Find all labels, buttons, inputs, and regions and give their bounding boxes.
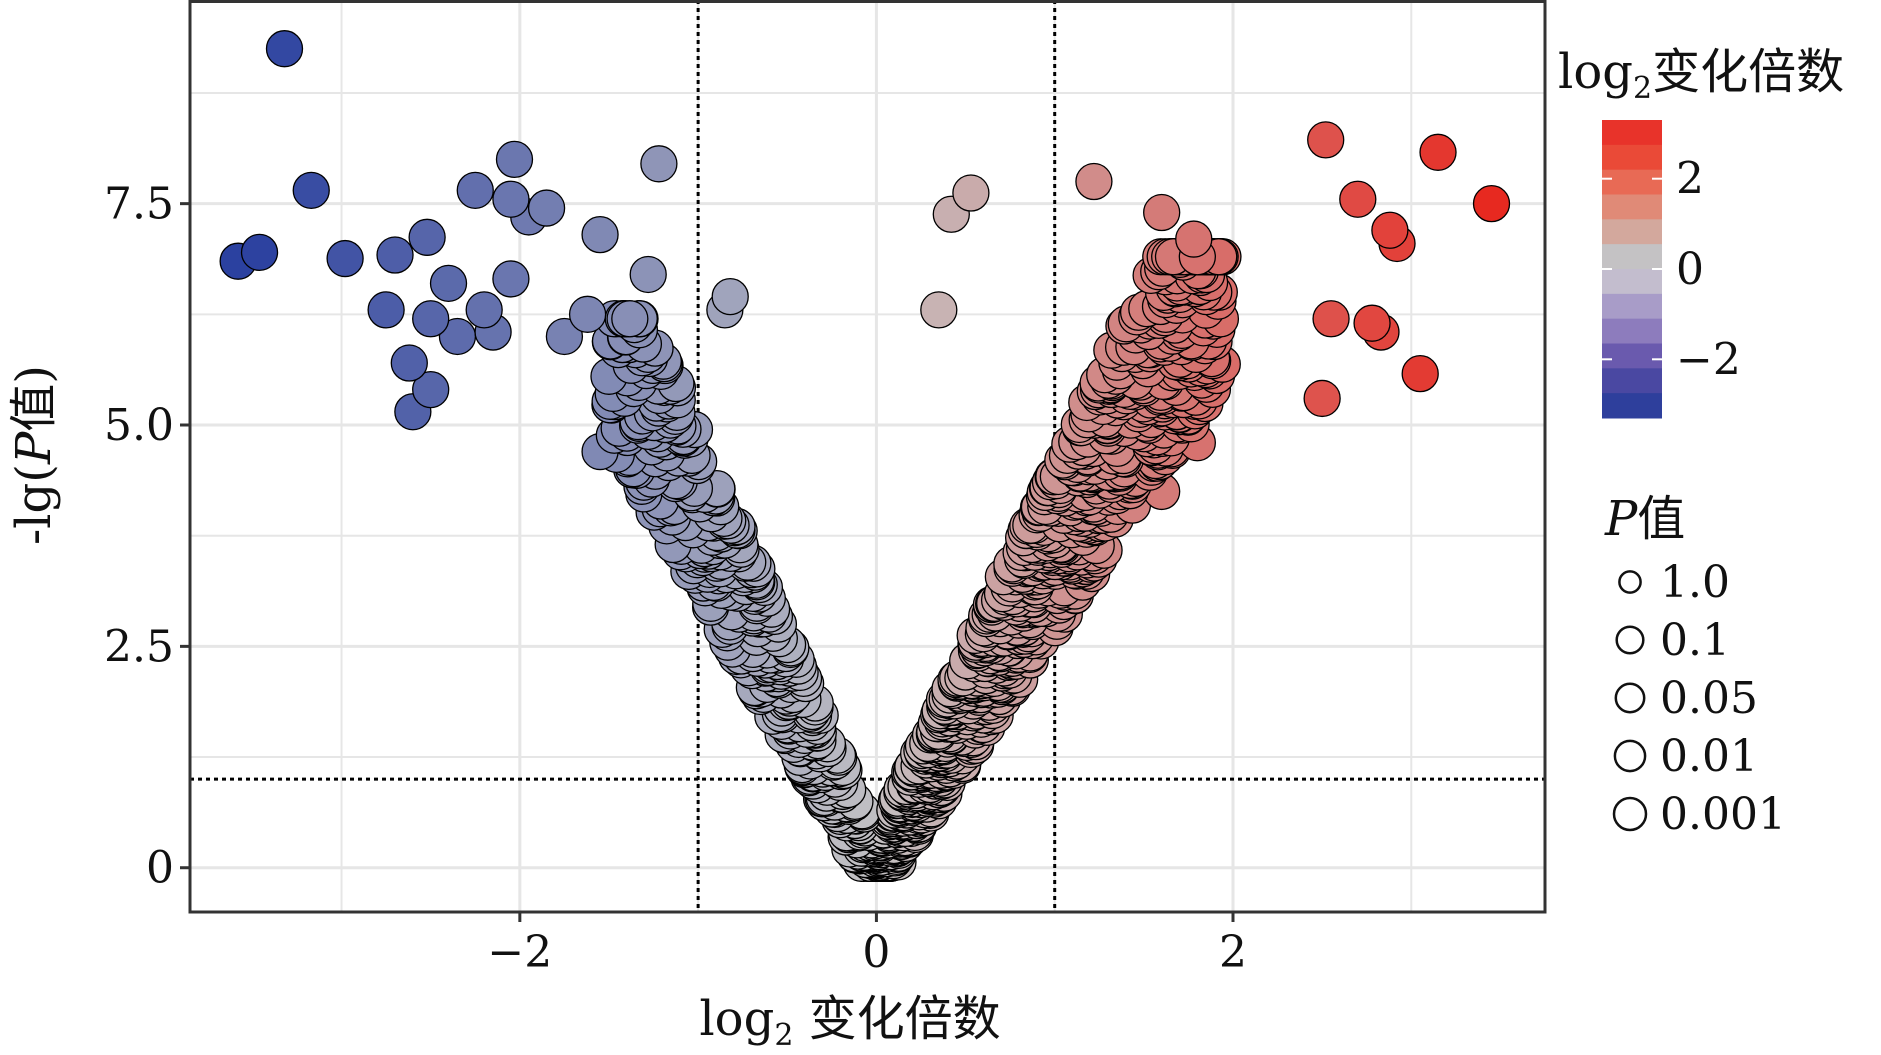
y-tick-label: 7.5: [104, 179, 174, 230]
data-point: [465, 291, 503, 329]
data-point: [920, 291, 958, 329]
color-bar-step: [1602, 293, 1662, 320]
y-tick-label: 2.5: [104, 621, 174, 672]
size-legend-symbol: [1618, 570, 1642, 594]
size-legend-label: 0.01: [1660, 731, 1758, 782]
data-point: [1175, 220, 1213, 258]
data-point: [492, 180, 530, 218]
color-bar: [1602, 120, 1662, 419]
data-point: [629, 255, 667, 294]
data-point: [240, 233, 279, 271]
data-point: [1303, 379, 1341, 418]
color-legend-title-rest: 变化倍数: [1652, 44, 1844, 100]
data-point: [640, 145, 678, 183]
size-legend-symbol: [1614, 682, 1646, 714]
color-legend-title: log2变化倍数: [1558, 44, 1844, 106]
x-axis: −2 0 2: [487, 912, 1247, 978]
color-bar-step: [1602, 343, 1662, 369]
y-axis-title-italic: P: [6, 431, 62, 465]
color-bar-step: [1602, 120, 1662, 146]
size-legend-symbol: [1615, 625, 1645, 655]
color-bar-step: [1602, 318, 1662, 344]
data-point: [1307, 121, 1345, 159]
data-point: [495, 140, 534, 179]
size-legend-title: P值: [1604, 491, 1685, 547]
color-bar-step: [1602, 194, 1662, 220]
x-axis-title: log2 变化倍数: [699, 991, 1000, 1053]
data-point: [1075, 162, 1113, 201]
data-point: [412, 370, 450, 409]
y-axis-title-prefix: -lg(: [6, 464, 62, 545]
data-point: [292, 171, 330, 210]
data-point: [429, 264, 468, 302]
data-point: [326, 239, 364, 278]
data-point: [1371, 211, 1409, 249]
color-bar-tick-label: 0: [1676, 244, 1704, 295]
color-bar-step: [1602, 144, 1662, 171]
y-axis-title-suffix: 值): [6, 365, 62, 432]
color-bar-step: [1602, 368, 1662, 394]
data-point: [1143, 193, 1181, 232]
data-point: [265, 30, 304, 68]
data-point: [412, 300, 450, 338]
size-legend-title-italic: P: [1604, 491, 1638, 547]
y-tick-label: 5.0: [104, 400, 174, 451]
data-point: [711, 277, 749, 316]
data-point: [581, 215, 619, 254]
size-legend-label: 0.05: [1660, 673, 1758, 724]
data-point: [1353, 304, 1391, 342]
data-point: [1312, 300, 1350, 338]
data-point: [545, 317, 584, 356]
data-point: [492, 260, 530, 298]
color-legend-title-main: log: [1558, 44, 1633, 100]
x-axis-title-rest: 变化倍数: [793, 991, 1000, 1047]
data-point: [611, 300, 649, 338]
y-tick-label: 0: [146, 843, 174, 894]
data-point: [408, 218, 446, 256]
x-tick-label: −2: [487, 927, 552, 978]
size-legend-symbol: [1612, 796, 1648, 832]
size-legend-label: 1.0: [1660, 557, 1730, 608]
color-bar-ticks: 2 0 −2: [1602, 154, 1741, 385]
data-point: [952, 174, 990, 212]
data-point: [1339, 180, 1377, 218]
color-bar-step: [1602, 219, 1662, 245]
data-points: [219, 30, 1511, 882]
y-axis-title: -lg(P值): [6, 365, 62, 545]
x-tick-label: 2: [1219, 927, 1247, 978]
color-bar-tick-label: −2: [1676, 334, 1741, 385]
x-axis-title-sub: 2: [774, 1018, 793, 1053]
panel-border: [188, 0, 1547, 914]
color-bar-step: [1602, 269, 1662, 295]
size-legend-label: 0.1: [1660, 615, 1730, 666]
size-legend-title-rest: 值: [1637, 491, 1685, 547]
size-legend-symbol: [1613, 739, 1647, 773]
data-point: [376, 236, 414, 274]
data-point: [456, 171, 494, 210]
data-point: [1401, 355, 1439, 393]
color-bar-tick-label: 2: [1676, 154, 1704, 205]
y-axis: 0 2.5 5.0 7.5: [104, 179, 190, 894]
color-bar-step: [1602, 244, 1662, 270]
size-legend-label: 0.001: [1660, 789, 1786, 840]
color-bar-step: [1602, 393, 1662, 419]
size-legend-items: 1.0 0.1 0.05 0.01 0.001: [1612, 557, 1786, 840]
data-point: [568, 295, 607, 333]
data-point: [1419, 133, 1457, 171]
x-tick-label: 0: [862, 927, 890, 978]
color-legend-title-sub: 2: [1633, 71, 1652, 106]
x-axis-title-main: log: [699, 991, 774, 1047]
color-legend: log2变化倍数 20−2: [1558, 44, 1844, 419]
data-point: [527, 189, 566, 227]
color-bar-step: [1602, 169, 1662, 195]
size-legend: P值 1.0 0.1 0.05 0.01 0.001: [1604, 491, 1786, 840]
data-point: [390, 344, 428, 382]
data-point: [1472, 185, 1511, 223]
data-point: [367, 291, 405, 329]
